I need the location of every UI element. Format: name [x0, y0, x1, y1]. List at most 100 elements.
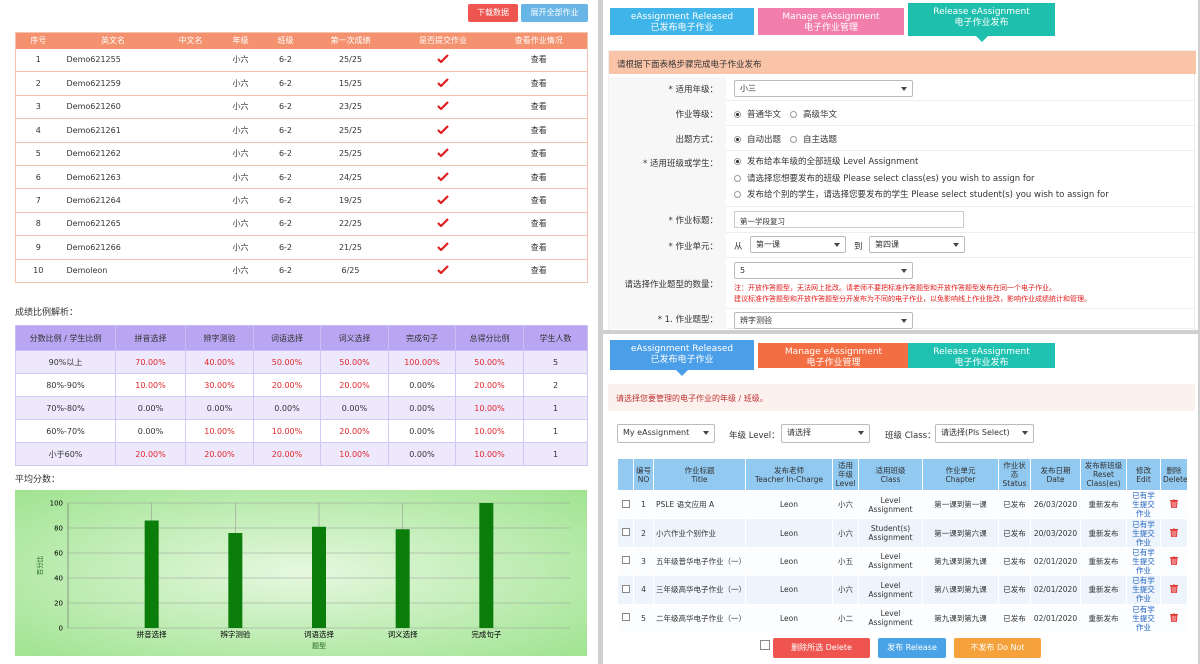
action-button[interactable]: 删除所选 Delete Selected [773, 638, 870, 664]
cell[interactable]: 重新发布 [1080, 575, 1127, 605]
cell: 02/01/2020 [1030, 546, 1081, 577]
tab[interactable]: Manage eAssignment 电子作业管理 [758, 343, 909, 368]
student-row: 4 Demo621261 小六 6-2 25/25 查看 [15, 118, 588, 143]
tab[interactable]: eAssignment Released 已发布电子作业 [610, 8, 754, 35]
view-link[interactable]: 查看 [490, 165, 588, 190]
form-row: * 作业标题： 第一学段复习 [609, 207, 1196, 233]
checkbox[interactable] [621, 499, 630, 508]
cn-name-cell [165, 118, 216, 143]
score-cell: 6/25 [305, 259, 396, 283]
download-button[interactable]: 下载数据 [468, 4, 518, 22]
view-link[interactable]: 查看 [490, 142, 588, 166]
level-select[interactable]: 请选择 [781, 424, 870, 443]
view-link[interactable]: 查看 [490, 259, 588, 283]
scope-select[interactable]: My eAssignment [617, 424, 715, 443]
check-path [437, 125, 449, 135]
cell: Student(s) Assignment [858, 518, 923, 548]
radio-option[interactable]: 请选择您想要发布的班级 Please select class(es) you … [734, 172, 1035, 184]
delete-cell[interactable] [1160, 575, 1188, 605]
name-cell: Demo621255 [60, 48, 166, 73]
chapter-select[interactable]: 第一课 [750, 236, 846, 253]
tab-label: Release eAssignment [933, 7, 1030, 17]
cell[interactable]: 已有学生提交作业 [1126, 575, 1161, 605]
grade-cell: 小六 [215, 235, 266, 260]
radio-option[interactable]: 发布给个别的学生，请选择您要发布的学生 Please select studen… [734, 188, 1109, 200]
select-all[interactable] [760, 640, 770, 650]
ratio-body: 90%以上 70.00% 40.00% 50.00% 50.00% 100.00% 50.0… [15, 350, 588, 466]
cell: 3 [633, 546, 654, 577]
header-line: Reset Class(es) [1086, 470, 1121, 488]
checkbox[interactable] [621, 556, 630, 565]
expand-button[interactable]: 展开全部作业 [521, 4, 588, 22]
check-cell [617, 518, 634, 548]
cell: 26/03/2020 [1030, 489, 1081, 520]
ratio-cell: 20.00% [320, 419, 389, 443]
tab[interactable]: Release eAssignment 电子作业发布 [908, 343, 1055, 368]
view-link[interactable]: 查看 [490, 212, 588, 237]
view-link[interactable]: 查看 [490, 71, 588, 96]
header-line: 编号 [636, 465, 651, 475]
cell: Level Assignment [858, 575, 923, 605]
radio-option[interactable]: 高级华文 [790, 108, 837, 120]
view-link[interactable]: 查看 [490, 95, 588, 120]
action-button[interactable]: 不发布 Do Not Release [954, 638, 1041, 664]
class-cell: 6-2 [265, 118, 306, 143]
checkbox[interactable] [621, 528, 630, 537]
cell[interactable]: 重新发布 [1080, 518, 1127, 548]
delete-cell[interactable] [1160, 489, 1188, 520]
cell[interactable]: 已有学生提交作业 [1126, 546, 1161, 577]
tab[interactable]: eAssignment Released 已发布电子作业 [610, 340, 754, 376]
view-link[interactable]: 查看 [490, 235, 588, 260]
check-icon [437, 265, 449, 275]
text-input[interactable]: 第一学段复习 [734, 211, 964, 228]
delete-cell[interactable] [1160, 546, 1188, 577]
form-row: * 适用年级： 小三 [609, 77, 1196, 101]
cell[interactable]: 重新发布 [1080, 489, 1127, 520]
ratio-cell: 20.00% [455, 373, 524, 397]
cell[interactable]: 已有学生提交作业 [1126, 518, 1161, 548]
header-line: 作业单元 [945, 465, 976, 475]
name-cell: Demo621261 [60, 118, 166, 143]
ratio-cell: 40.00% [185, 350, 254, 374]
delete-cell[interactable] [1160, 603, 1188, 633]
ratio-cell: 0.00% [388, 396, 456, 420]
cell[interactable]: 重新发布 [1080, 546, 1127, 577]
assignment-row: 1 PSLE 语文应用 A Leon 小六 Level Assignment 第一课到第一… [617, 489, 1188, 520]
checkbox[interactable] [621, 613, 630, 622]
radio-option[interactable]: 自主选题 [790, 133, 837, 145]
grade-cell: 小六 [215, 48, 266, 73]
cell: Level Assignment [858, 489, 923, 520]
count-cell: 5 [523, 350, 588, 374]
radio-option[interactable]: 自动出题 [734, 133, 781, 145]
tab[interactable]: Release eAssignment 电子作业发布 [908, 3, 1055, 42]
select[interactable]: 辨字测验 [734, 312, 913, 329]
cell[interactable]: 重新发布 [1080, 603, 1127, 633]
class-select[interactable]: 请选择(Pls Select) [935, 424, 1034, 443]
action-button[interactable]: 发布 Release Now [878, 638, 946, 664]
class-cell: 6-2 [265, 71, 306, 96]
header-row: 序号 英文名 中文名 年级 班级 第一次成绩 是否提交作业 查看作业情况 [15, 32, 588, 49]
class-cell: 6-2 [265, 235, 306, 260]
cell[interactable]: 已有学生提交作业 [1126, 603, 1161, 633]
trash-path [1170, 498, 1178, 509]
view-link[interactable]: 查看 [490, 188, 588, 213]
view-link[interactable]: 查看 [490, 118, 588, 143]
form-row: * 适用班级或学生： 发布给本年级的全部班级 Level Assignment 请选… [609, 151, 1196, 207]
x-tick-label: 词义选择 [388, 629, 418, 639]
select[interactable]: 小三 [734, 80, 913, 97]
tab-label: Manage eAssignment [784, 347, 883, 357]
released-panel: eAssignment Released 已发布电子作业 Manage eAssig… [603, 334, 1198, 664]
cell[interactable]: 已有学生提交作业 [1126, 489, 1161, 520]
bar [144, 520, 159, 628]
header-line: Edit [1136, 474, 1151, 484]
radio-option[interactable]: 普通华文 [734, 108, 781, 120]
field-content: 自动出题 自主选题 [734, 126, 1194, 151]
view-link[interactable]: 查看 [490, 48, 588, 73]
chapter-select[interactable]: 第四课 [869, 236, 965, 253]
delete-cell[interactable] [1160, 518, 1188, 548]
select[interactable]: 5 [734, 262, 913, 279]
header-line: 删除 [1166, 465, 1182, 475]
radio-option[interactable]: 发布给本年级的全部班级 Level Assignment [734, 155, 918, 167]
tab[interactable]: Manage eAssignment 电子作业管理 [758, 8, 904, 35]
checkbox[interactable] [621, 584, 630, 593]
